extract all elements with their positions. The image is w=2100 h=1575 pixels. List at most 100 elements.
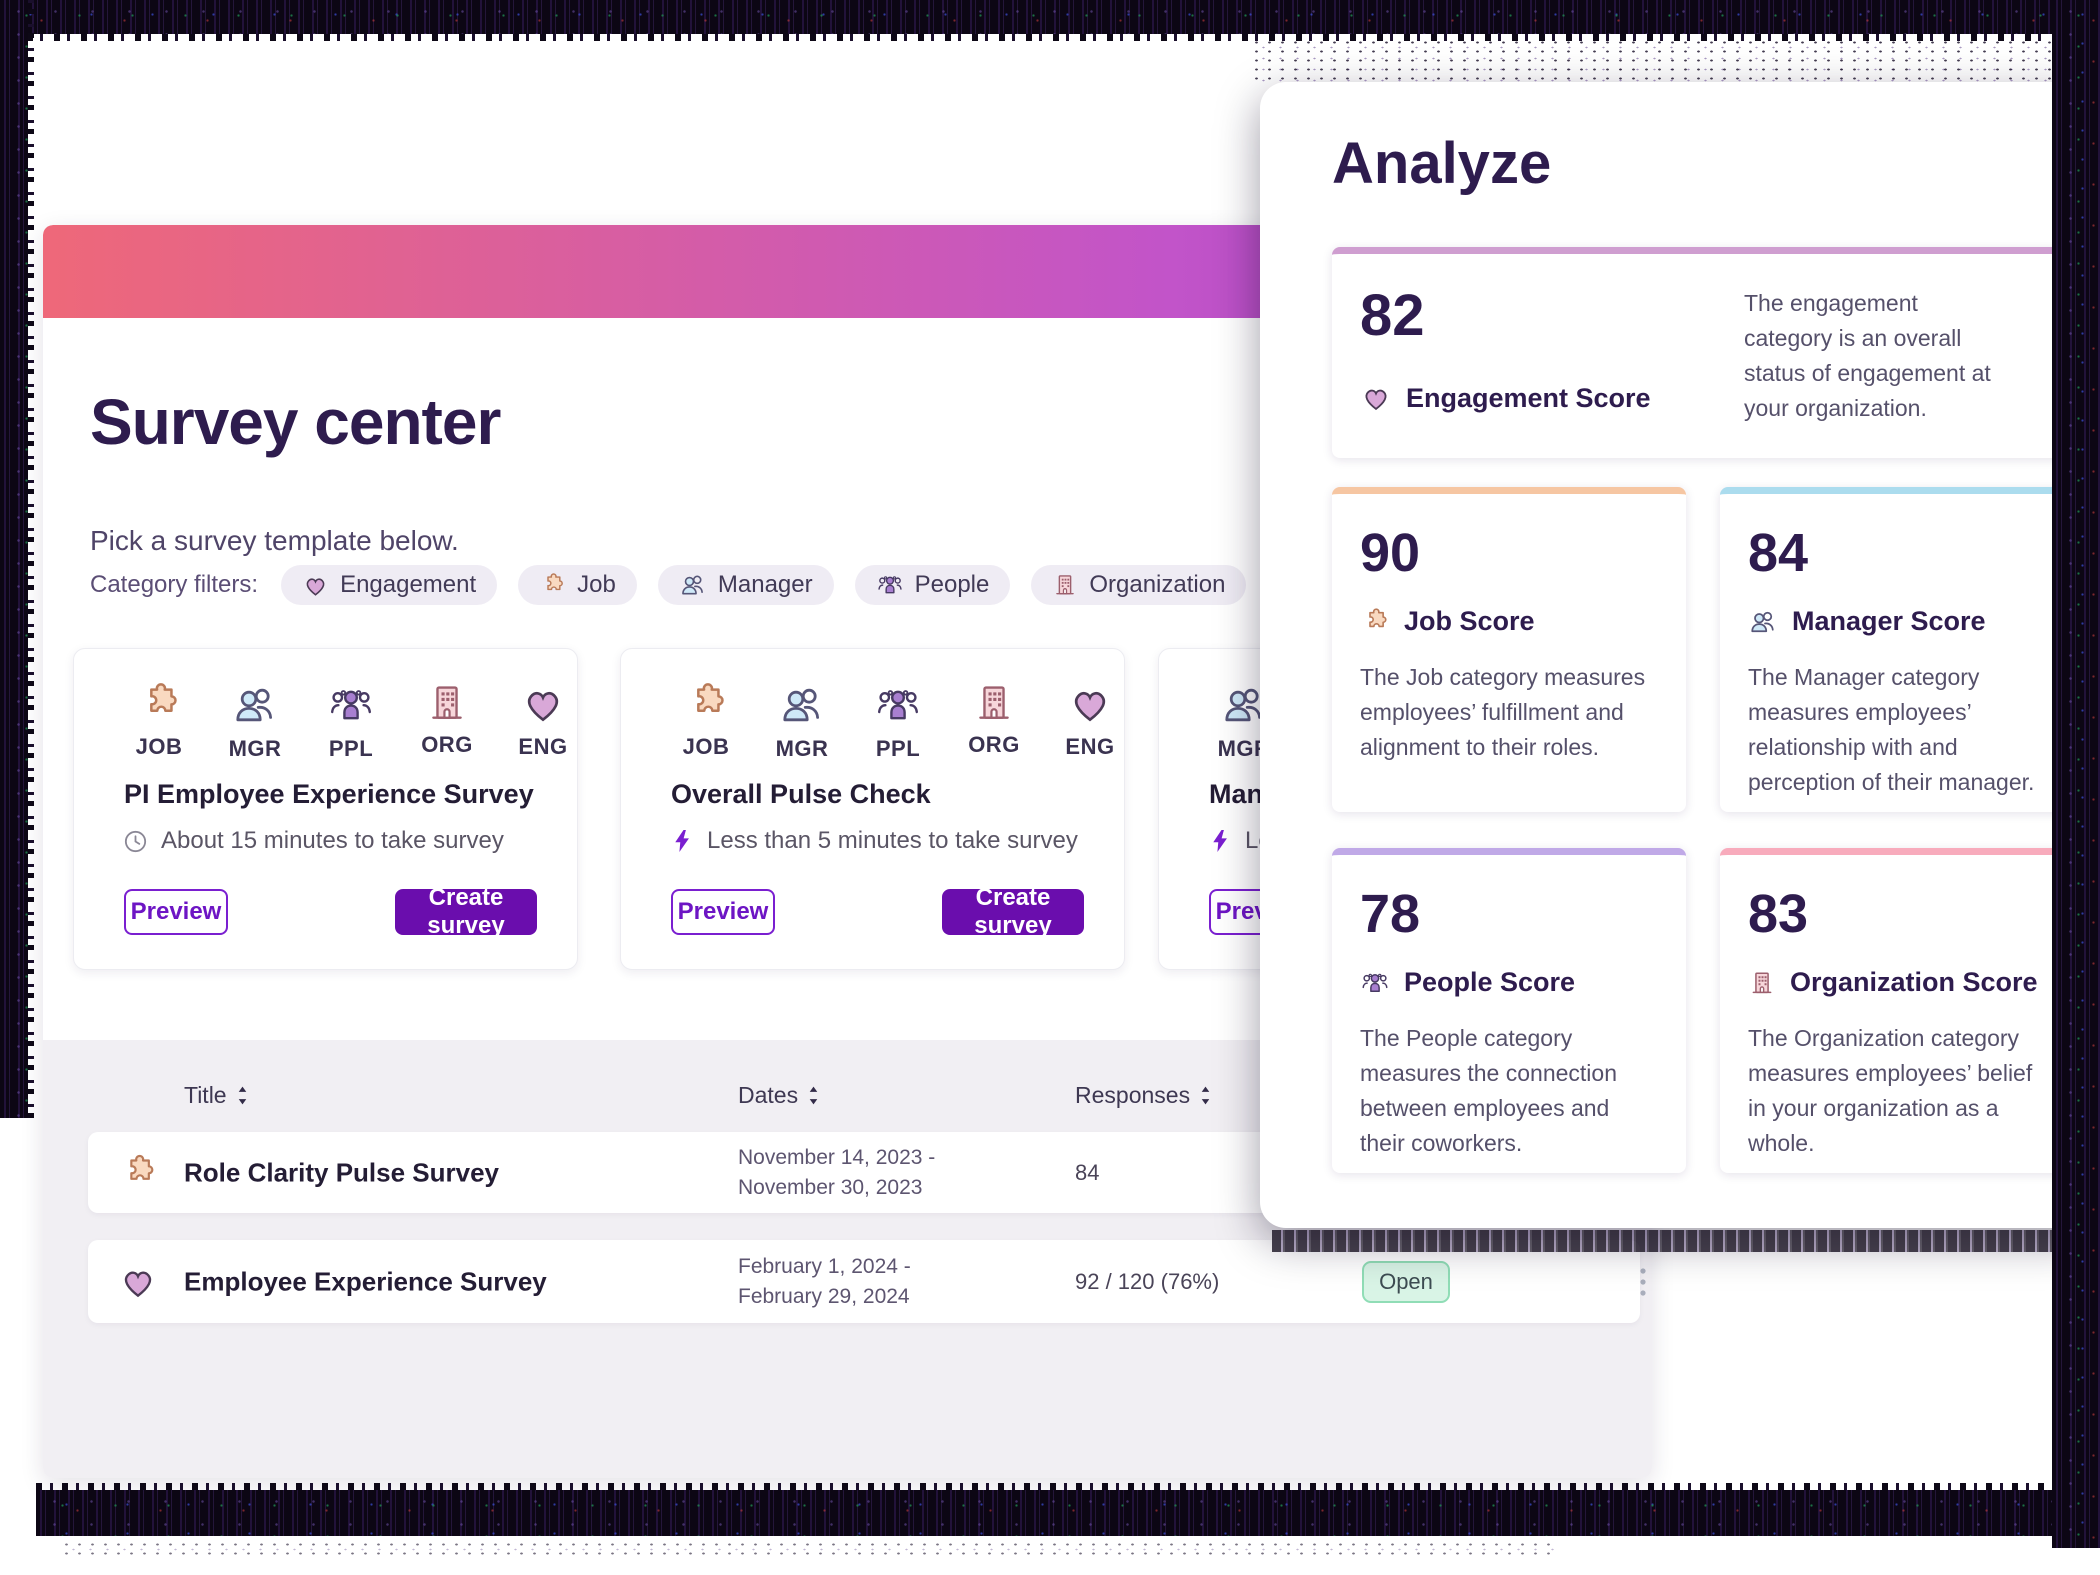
preview-button[interactable]: Preview (124, 889, 228, 935)
category-filters-label: Category filters: (90, 571, 259, 598)
create-survey-button[interactable]: Create survey (395, 884, 537, 939)
survey-row-responses: 84 (1075, 1159, 1100, 1185)
column-header-label: Responses (1075, 1082, 1191, 1108)
analyze-panel: Analyze 82 Engagement Score The engageme… (1260, 82, 2090, 1228)
category-badge-label: JOB (682, 734, 730, 759)
engagement-score-label-row: Engagement Score (1360, 382, 1651, 414)
job-score-card: 90 Job Score The Job category measures e… (1332, 487, 1686, 812)
filter-pill-label: Engagement (340, 571, 477, 598)
filter-pill-organization[interactable]: Organization (1031, 565, 1247, 605)
sort-icon (235, 1085, 250, 1106)
column-header-label: Title (184, 1082, 227, 1108)
analyze-title: Analyze (1332, 131, 1552, 196)
category-badge-label: MGR (228, 736, 282, 761)
category-badge-ppl: PPL (863, 681, 933, 762)
people-icon (778, 681, 826, 729)
filter-pill-label: Manager (717, 571, 813, 598)
survey-row-dates: February 1, 2024 - February 29, 2024 (738, 1252, 911, 1312)
building-icon (425, 681, 469, 725)
page-title: Survey center (90, 386, 501, 458)
create-survey-button[interactable]: Create survey (942, 884, 1084, 939)
engagement-score-card: 82 Engagement Score The engagement categ… (1332, 247, 2085, 458)
column-header-dates[interactable]: Dates (738, 1082, 821, 1109)
engagement-score-description: The engagement category is an overall st… (1744, 290, 1991, 421)
template-card-title: PI Employee Experience Survey (124, 779, 534, 809)
puzzle-icon (118, 1153, 158, 1193)
heart-icon (1067, 681, 1113, 727)
filter-pill-people[interactable]: People (854, 565, 1011, 605)
table-row[interactable]: Employee Experience Survey February 1, 2… (88, 1240, 1640, 1323)
noise-dust-above-analyze (1250, 38, 2052, 82)
people-icon (231, 681, 279, 729)
puzzle-icon (539, 572, 566, 599)
people-score-description: The People category measures the connect… (1360, 1025, 1617, 1156)
survey-row-responses: 92 / 120 (76%) (1075, 1268, 1220, 1294)
building-icon (1052, 572, 1078, 598)
people-score-card: 78 People Score The People category meas… (1332, 848, 1686, 1173)
category-badge-label: ENG (1065, 734, 1115, 759)
dates-line-1: February 1, 2024 - (738, 1254, 911, 1278)
manager-score-label-row: Manager Score (1748, 606, 1986, 637)
kebab-menu-icon (1639, 1267, 1647, 1297)
column-header-responses[interactable]: Responses (1075, 1082, 1213, 1109)
bolt-icon (669, 828, 695, 854)
building-icon (1748, 969, 1776, 997)
column-header-title[interactable]: Title (184, 1082, 250, 1109)
heart-icon (118, 1262, 158, 1302)
organization-score-label: Organization Score (1790, 967, 2038, 997)
job-score-label: Job Score (1404, 606, 1535, 636)
heart-icon (1360, 382, 1392, 414)
dates-line-2: February 29, 2024 (738, 1284, 910, 1308)
noise-band-top (0, 0, 2100, 41)
puzzle-icon (136, 681, 182, 727)
organization-score-label-row: Organization Score (1748, 967, 2038, 998)
template-card-duration: Less than 5 minutes to take survey (707, 827, 1078, 854)
organization-score-value: 83 (1748, 884, 1809, 944)
group-icon (876, 571, 904, 599)
column-header-label: Dates (738, 1082, 799, 1108)
engagement-score-value: 82 (1360, 283, 1425, 348)
sort-icon (806, 1085, 821, 1106)
category-badge-eng: ENG (508, 681, 578, 762)
job-score-value: 90 (1360, 523, 1421, 583)
organization-score-description: The Organization category measures emplo… (1748, 1025, 2033, 1156)
template-card-meta: Less than 5 minutes to take survey (669, 827, 1078, 855)
filter-pill-label: Organization (1089, 571, 1226, 598)
organization-score-card: 83 Organization Score The Organization c… (1720, 848, 2074, 1173)
category-badge-label: PPL (328, 736, 374, 761)
filter-pill-manager[interactable]: Manager (657, 565, 834, 605)
category-icons-row: JOB MGR PPL ORG (671, 681, 1125, 762)
category-badge-eng: ENG (1055, 681, 1125, 762)
noise-band-left (0, 0, 34, 1118)
category-filters-row: Category filters: Engagement Job Manager… (90, 565, 1298, 605)
category-badge-label: ORG (968, 732, 1020, 757)
puzzle-icon (1360, 607, 1390, 637)
clock-icon (122, 828, 149, 855)
engagement-score-label: Engagement Score (1406, 382, 1651, 413)
people-icon (679, 571, 707, 599)
job-score-label-row: Job Score (1360, 606, 1535, 637)
category-badge-job: JOB (124, 681, 194, 762)
people-score-label-row: People Score (1360, 967, 1575, 998)
filter-pill-label: People (914, 571, 990, 598)
job-score-description: The Job category measures employees’ ful… (1360, 664, 1646, 760)
manager-score-value: 84 (1748, 523, 1809, 583)
building-icon (972, 681, 1016, 725)
manager-score-card: 84 Manager Score The Manager category me… (1720, 487, 2074, 812)
filter-pill-label: Job (577, 571, 616, 598)
dates-line-1: November 14, 2023 - (738, 1145, 936, 1169)
row-menu-button[interactable] (1628, 1260, 1652, 1304)
category-badge-ppl: PPL (316, 681, 386, 762)
preview-button[interactable]: Preview (671, 889, 775, 935)
heart-icon (520, 681, 566, 727)
template-card-pi-employee-experience: JOB MGR PPL ORG (73, 648, 578, 970)
category-badge-label: PPL (875, 736, 921, 761)
category-badge-label: MGR (775, 736, 829, 761)
category-icons-row: JOB MGR PPL ORG (124, 681, 578, 762)
filter-pill-job[interactable]: Job (518, 565, 637, 605)
category-badge-org: ORG (959, 681, 1029, 762)
sort-icon (1198, 1085, 1213, 1106)
group-icon (874, 681, 922, 729)
status-badge: Open (1362, 1260, 1450, 1303)
filter-pill-engagement[interactable]: Engagement (281, 565, 498, 605)
